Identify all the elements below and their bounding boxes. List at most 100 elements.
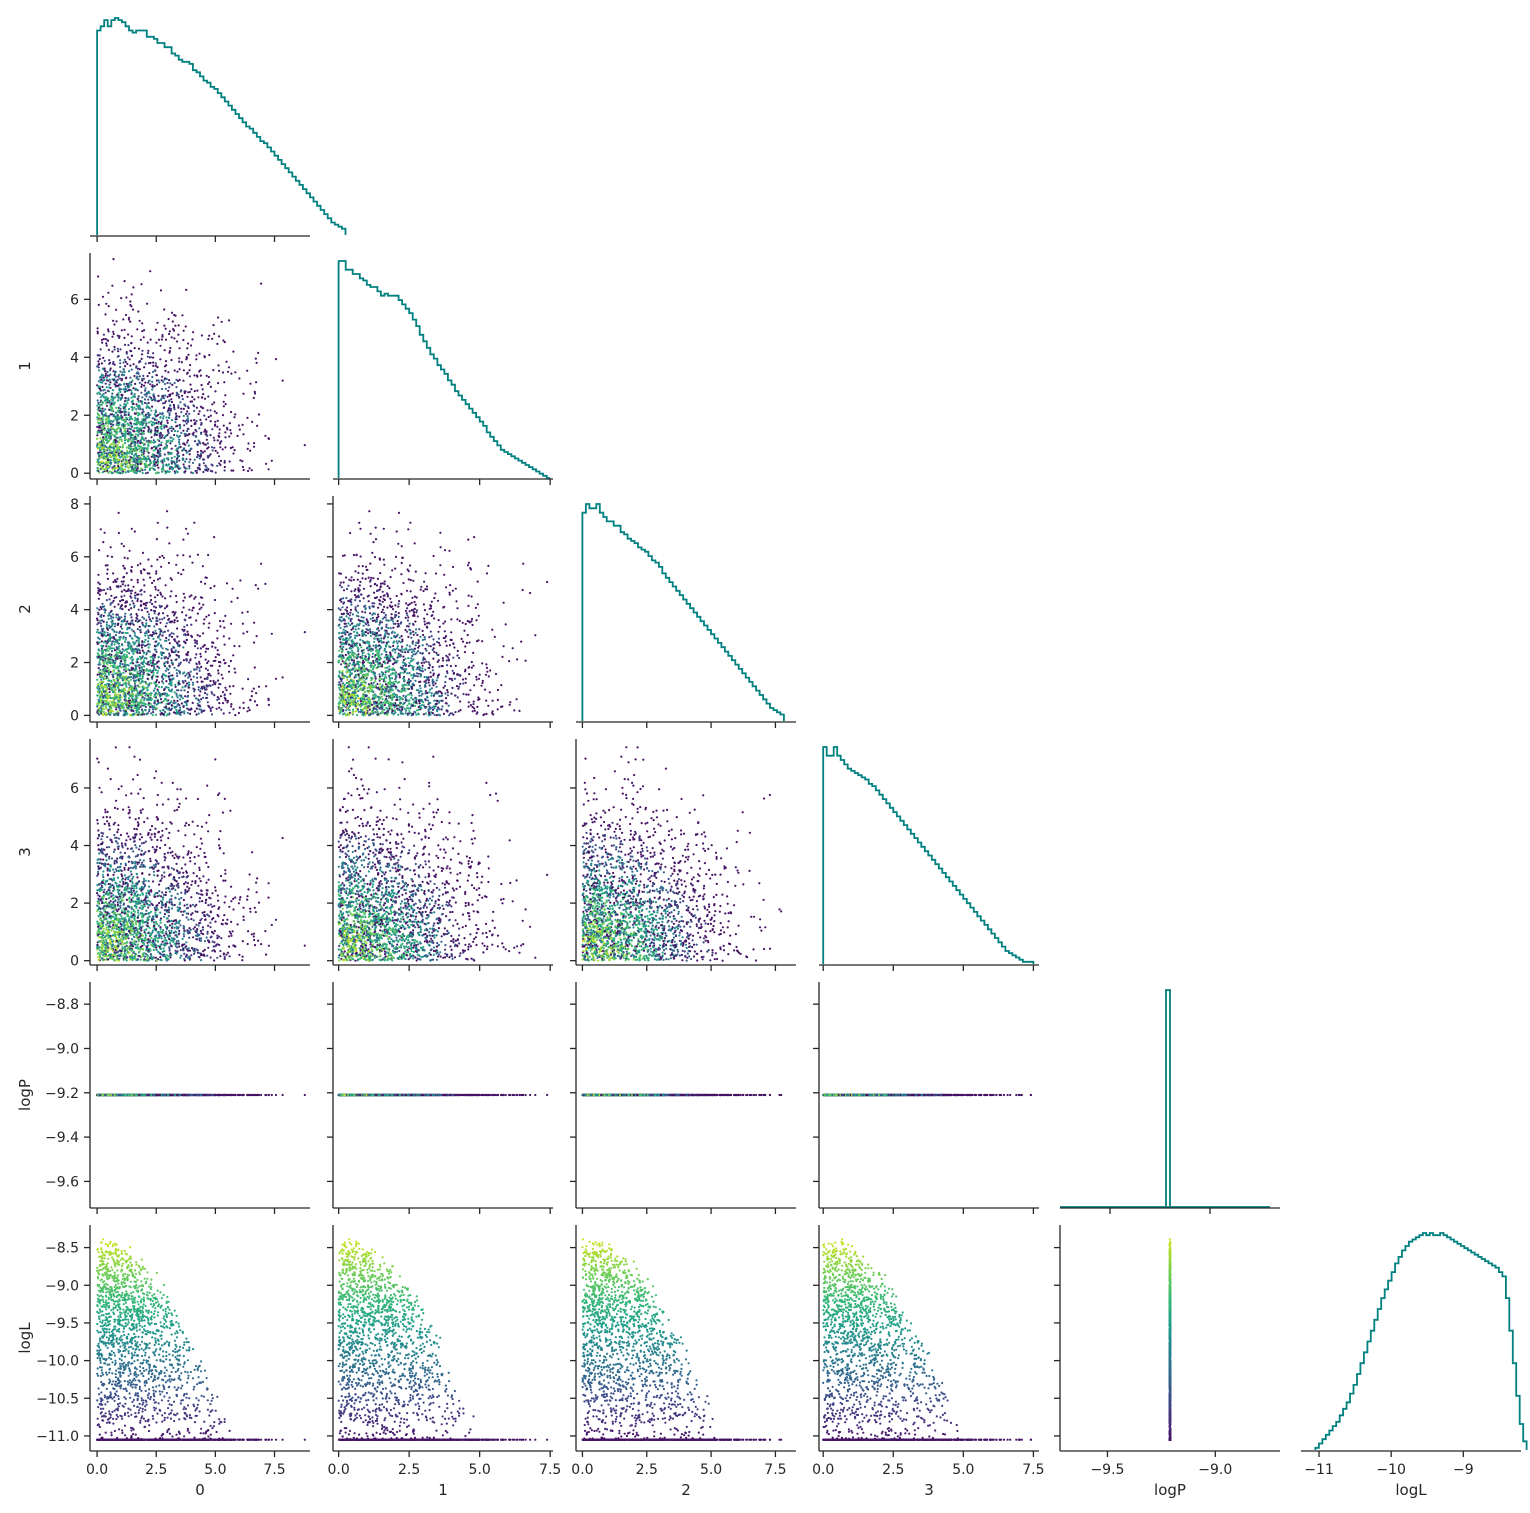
scatter-point <box>147 712 149 714</box>
scatter-point <box>171 704 173 706</box>
scatter-point <box>471 595 473 597</box>
scatter-point <box>126 351 128 353</box>
scatter-point <box>186 430 188 432</box>
scatter-point <box>125 471 127 473</box>
scatter-point <box>170 410 172 412</box>
scatter-point <box>102 408 104 410</box>
scatter-point <box>163 674 165 676</box>
scatter-point <box>179 401 181 403</box>
scatter-point <box>134 466 136 468</box>
scatter-point <box>141 668 143 670</box>
scatter-point <box>188 687 190 689</box>
scatter-point <box>138 447 140 449</box>
scatter-point <box>109 714 111 716</box>
scatter-point <box>105 458 107 460</box>
scatter-point <box>176 457 178 459</box>
scatter-point <box>158 692 160 694</box>
scatter-point <box>119 631 121 633</box>
scatter-point <box>193 598 195 600</box>
scatter-point <box>110 617 112 619</box>
scatter-point <box>101 648 103 650</box>
scatter-point <box>271 460 273 462</box>
scatter-point <box>228 671 230 673</box>
scatter-point <box>165 625 167 627</box>
scatter-point <box>115 371 117 373</box>
scatter-point <box>346 606 348 608</box>
scatter-point <box>111 403 113 405</box>
scatter-point <box>145 395 147 397</box>
scatter-point <box>113 697 115 699</box>
scatter-point <box>104 532 106 534</box>
scatter-point <box>195 697 197 699</box>
scatter-point <box>415 642 417 644</box>
scatter-point <box>219 464 221 466</box>
scatter-point <box>117 614 119 616</box>
scatter-point <box>108 638 110 640</box>
scatter-point <box>105 635 107 637</box>
scatter-point <box>104 694 106 696</box>
scatter-point <box>124 386 126 388</box>
scatter-point <box>125 623 127 625</box>
scatter-point <box>210 420 212 422</box>
scatter-point <box>139 669 141 671</box>
scatter-point <box>173 330 175 332</box>
scatter-point <box>110 462 112 464</box>
scatter-point <box>188 369 190 371</box>
scatter-point <box>145 622 147 624</box>
scatter-point <box>107 634 109 636</box>
scatter-point <box>130 397 132 399</box>
scatter-point <box>158 400 160 402</box>
scatter-point <box>255 692 257 694</box>
scatter-point <box>462 682 464 684</box>
scatter-point <box>98 414 100 416</box>
scatter-point <box>96 416 98 418</box>
scatter-point <box>183 449 185 451</box>
scatter-point <box>99 583 101 585</box>
scatter-point <box>146 689 148 691</box>
scatter-point <box>223 659 225 661</box>
scatter-point <box>132 677 134 679</box>
scatter-point <box>186 653 188 655</box>
scatter-point <box>144 382 146 384</box>
scatter-point <box>103 663 105 665</box>
scatter-point <box>134 468 136 470</box>
scatter-point <box>207 660 209 662</box>
scatter-point <box>149 396 151 398</box>
scatter-point <box>188 433 190 435</box>
scatter-point <box>156 374 158 376</box>
scatter-point <box>97 574 99 576</box>
scatter-point <box>129 321 131 323</box>
scatter-point <box>200 687 202 689</box>
scatter-point <box>137 674 139 676</box>
scatter-point <box>131 650 133 652</box>
scatter-point <box>105 461 107 463</box>
scatter-point <box>242 393 244 395</box>
scatter-point <box>165 637 167 639</box>
scatter-point <box>172 461 174 463</box>
scatter-point <box>160 444 162 446</box>
scatter-point <box>174 421 176 423</box>
scatter-point <box>135 613 137 615</box>
scatter-point <box>163 437 165 439</box>
scatter-point <box>107 699 109 701</box>
scatter-point <box>134 685 136 687</box>
scatter-point <box>101 404 103 406</box>
scatter-point <box>126 363 128 365</box>
scatter-point <box>126 664 128 666</box>
scatter-point <box>113 713 115 715</box>
scatter-point <box>190 425 192 427</box>
scatter-point <box>183 593 185 595</box>
scatter-point <box>115 658 117 660</box>
scatter-point <box>133 470 135 472</box>
scatter-point <box>414 542 416 544</box>
scatter-point <box>173 408 175 410</box>
scatter-point <box>155 415 157 417</box>
scatter-point <box>186 658 188 660</box>
scatter-point <box>197 647 199 649</box>
scatter-point <box>161 618 163 620</box>
scatter-point <box>201 334 203 336</box>
scatter-point <box>109 604 111 606</box>
scatter-point <box>363 617 365 619</box>
scatter-point <box>114 641 116 643</box>
scatter-point <box>173 621 175 623</box>
